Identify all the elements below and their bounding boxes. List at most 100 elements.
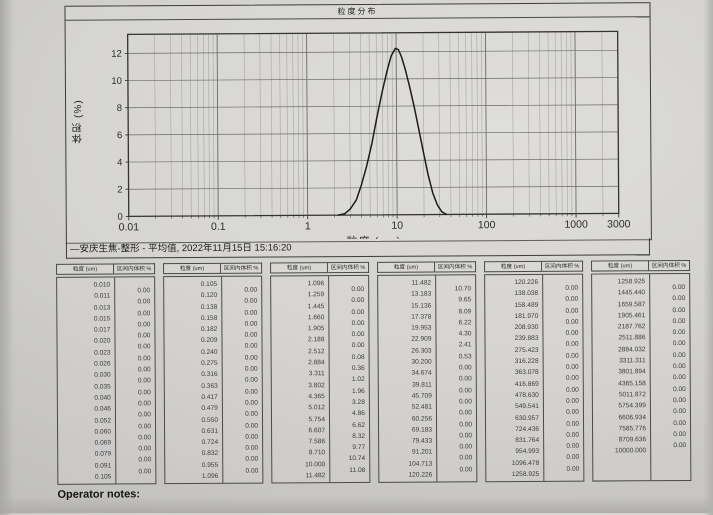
size-cell: 0.030 [58, 370, 115, 382]
size-cell: 549.541 [486, 401, 543, 413]
value-cell: 0.00 [329, 318, 368, 330]
size-cell: 6606.934 [593, 412, 650, 424]
legend-row: —安庆生焦-整形 - 平均值, 2022年11月15日 15:16:20 [66, 238, 650, 259]
value-cell: 8.09 [436, 306, 475, 318]
size-cell: 0.209 [164, 335, 221, 347]
table-header-row: 粒度 (um)区间内体积 % [270, 262, 369, 274]
value-cell: 4.30 [436, 328, 475, 340]
size-cell: 0.079 [58, 449, 115, 461]
value-cell: 0.00 [544, 418, 583, 430]
size-cell: 1.259 [271, 289, 328, 301]
value-cell: 10.74 [330, 453, 369, 465]
value-cell: 0.00 [437, 464, 476, 476]
x-tick-label: 0.01 [119, 221, 140, 233]
size-cell: 0.060 [58, 426, 115, 438]
size-cell: 79.433 [379, 436, 436, 448]
value-cell: 0.00 [222, 285, 261, 297]
size-cell: 39.811 [379, 379, 436, 391]
gridline-horizontal [128, 78, 618, 81]
value-cell: 6.22 [436, 317, 475, 329]
value-cell: 0.00 [437, 430, 476, 442]
value-column-header: 区间内体积 % [114, 263, 155, 274]
size-cell: 0.550 [165, 414, 222, 426]
size-cell: 181.970 [485, 311, 542, 323]
size-cell: 0.040 [58, 392, 115, 404]
size-cell: 19.953 [378, 323, 435, 335]
size-cell: 0.240 [165, 347, 222, 359]
size-cell: 13.183 [378, 289, 435, 301]
size-cell: 1.660 [271, 312, 328, 324]
size-column-header: 粒度 (um) [163, 263, 221, 274]
size-cell: 52.481 [379, 402, 436, 414]
value-cell: 0.00 [329, 307, 368, 319]
value-cell: 0.00 [544, 350, 583, 362]
size-cell: 239.883 [485, 333, 542, 345]
value-cell: 0.00 [543, 305, 582, 317]
size-cell: 0.832 [165, 448, 222, 460]
size-cell: 3.311 [272, 369, 329, 381]
value-cell: 0.00 [116, 364, 155, 376]
value-cell: 0.00 [116, 455, 155, 467]
value-cell: 0.00 [115, 308, 154, 320]
value-cell: 8.32 [330, 431, 369, 443]
value-cell: 0.00 [544, 384, 583, 396]
table-header-row: 粒度 (um)区间内体积 % [163, 263, 262, 275]
size-cell: 2511.886 [592, 333, 649, 345]
value-cell: 3.28 [330, 397, 369, 409]
value-cell: 0.00 [223, 398, 262, 410]
value-cell: 0.00 [650, 305, 689, 317]
size-cell: 0.010 [57, 279, 114, 291]
size-cell: 5754.399 [593, 400, 650, 412]
value-cell: 0.00 [651, 372, 690, 384]
size-cell: 0.035 [58, 381, 115, 393]
value-cell: 0.00 [223, 386, 262, 398]
value-cell: 0.00 [437, 362, 476, 374]
size-cell: 91.201 [379, 447, 436, 459]
value-cell: 0.00 [543, 294, 582, 306]
size-cell: 363.078 [486, 367, 543, 379]
size-cell: 0.013 [57, 302, 114, 314]
size-cell: 158.489 [485, 299, 542, 311]
value-column-header: 区间内体积 % [328, 262, 369, 273]
value-cell: 0.00 [116, 353, 155, 365]
size-cell: 1096.478 [486, 458, 543, 470]
size-column-header: 粒度 (um) [591, 260, 649, 271]
value-cell: 0.00 [544, 429, 583, 441]
value-cell: 0.08 [330, 352, 369, 364]
size-cell: 30.200 [379, 357, 436, 369]
size-cell: 831.764 [486, 435, 543, 447]
size-cell: 45.709 [379, 390, 436, 402]
size-cell: 1.445 [271, 301, 328, 313]
value-cell: 0.00 [223, 431, 262, 443]
size-column-header: 粒度 (um) [377, 262, 435, 273]
value-cell: 0.00 [651, 338, 690, 350]
value-cell: 0.00 [115, 319, 154, 331]
value-cell: 4.86 [330, 408, 369, 420]
value-cell: 0.36 [330, 363, 369, 375]
size-cell: 0.120 [164, 290, 221, 302]
value-cell: 0.00 [116, 387, 155, 399]
value-cell: 0.00 [651, 418, 690, 430]
value-cell: 0.00 [222, 307, 261, 319]
value-cell: 0.53 [437, 351, 476, 363]
size-cell: 17.378 [378, 311, 435, 323]
value-cell: 0.00 [651, 395, 690, 407]
value-cell: 0.00 [222, 296, 261, 308]
size-cell: 1.096 [271, 278, 328, 290]
size-cell: 1445.440 [592, 288, 649, 300]
value-cell: 0.00 [223, 420, 262, 432]
size-cell: 7585.776 [593, 423, 650, 435]
size-cell: 1905.461 [592, 310, 649, 322]
value-cell: 0.00 [116, 466, 155, 478]
x-tick-label: 1000 [564, 219, 588, 231]
value-cell: 0.00 [116, 421, 155, 433]
size-cell: 0.105 [58, 472, 115, 484]
size-cell: 3801.894 [593, 367, 650, 379]
size-cell: 1659.587 [592, 299, 649, 311]
value-cell: 0.00 [543, 283, 582, 295]
operator-notes-label: Operator notes: [57, 488, 140, 501]
